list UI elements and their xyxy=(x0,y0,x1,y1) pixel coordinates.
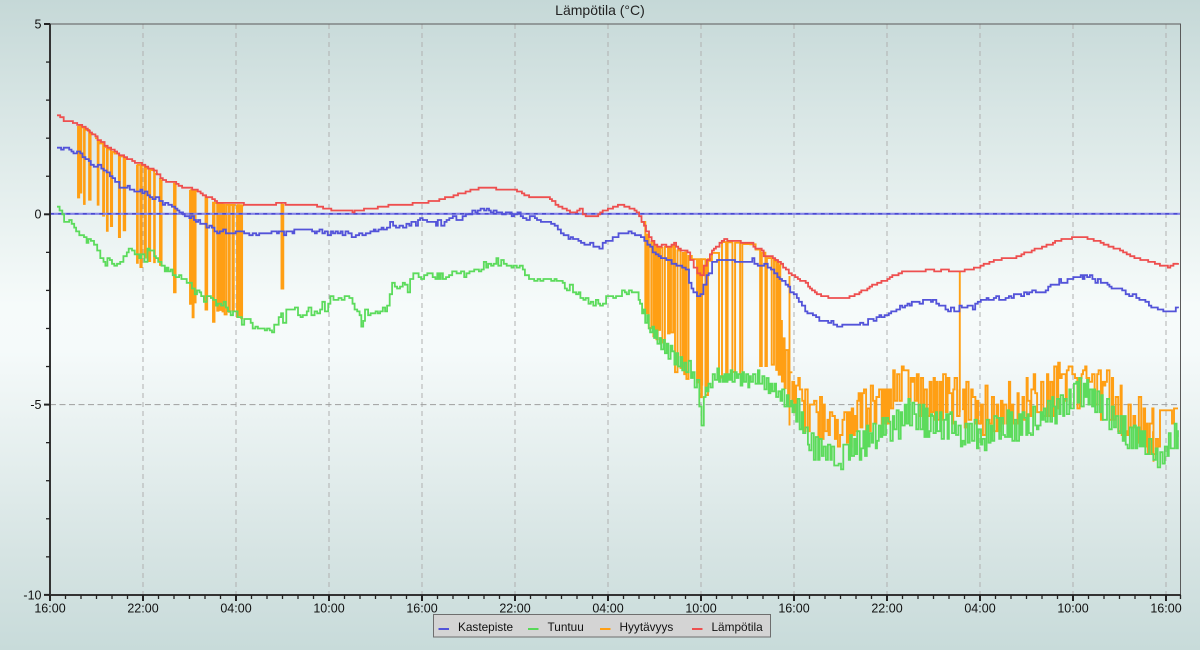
svg-text:10:00: 10:00 xyxy=(313,602,344,616)
svg-text:Hyytävyys: Hyytävyys xyxy=(620,620,674,634)
svg-text:10:00: 10:00 xyxy=(1057,602,1088,616)
svg-text:22:00: 22:00 xyxy=(871,602,902,616)
svg-text:16:00: 16:00 xyxy=(406,602,437,616)
svg-text:0: 0 xyxy=(35,208,42,222)
svg-text:Kastepiste: Kastepiste xyxy=(458,620,514,634)
svg-text:Tuntuu: Tuntuu xyxy=(548,620,584,634)
svg-text:22:00: 22:00 xyxy=(499,602,530,616)
svg-text:04:00: 04:00 xyxy=(964,602,995,616)
svg-text:Lämpötila (°C): Lämpötila (°C) xyxy=(555,2,645,18)
svg-text:-5: -5 xyxy=(30,398,41,412)
svg-text:Lämpötila: Lämpötila xyxy=(712,620,764,634)
svg-text:-10: -10 xyxy=(23,588,41,602)
svg-text:16:00: 16:00 xyxy=(34,602,65,616)
svg-text:16:00: 16:00 xyxy=(1150,602,1181,616)
svg-text:22:00: 22:00 xyxy=(127,602,158,616)
svg-text:16:00: 16:00 xyxy=(778,602,809,616)
svg-text:10:00: 10:00 xyxy=(685,602,716,616)
svg-text:5: 5 xyxy=(35,17,42,31)
svg-text:04:00: 04:00 xyxy=(592,602,623,616)
svg-text:04:00: 04:00 xyxy=(220,602,251,616)
